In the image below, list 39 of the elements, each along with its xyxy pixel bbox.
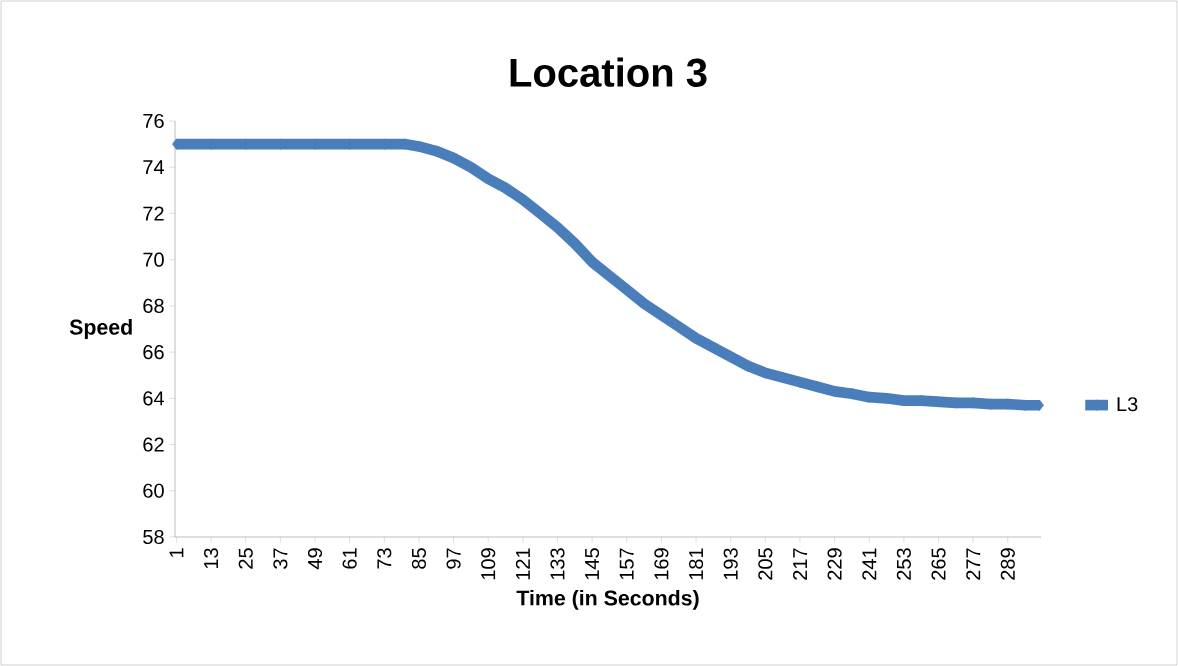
- x-tick-label: 25: [238, 548, 253, 569]
- y-axis-title: Speed: [69, 319, 132, 339]
- x-tick-label: 73: [377, 548, 392, 569]
- y-tick-label: 76: [143, 113, 164, 129]
- y-tick-label: 74: [143, 160, 165, 175]
- y-tick-label: 66: [143, 345, 164, 360]
- y-tick-label: 68: [143, 298, 164, 313]
- x-tick-label: 253: [896, 548, 911, 580]
- x-tick-label: 181: [688, 548, 704, 580]
- x-tick-label: 49: [307, 548, 323, 570]
- x-tick-label: 61: [342, 548, 357, 569]
- x-tick-label: 85: [411, 548, 426, 569]
- y-tick-label: 62: [143, 437, 164, 452]
- x-tick-label: 109: [481, 548, 496, 580]
- x-tick-label: 193: [723, 548, 738, 580]
- x-tick-label: 229: [827, 548, 842, 580]
- y-tick-label: 64: [143, 391, 165, 406]
- x-tick-label: 277: [966, 548, 981, 580]
- x-axis-title: Time (in Seconds): [516, 589, 699, 610]
- chart-title: Location 3: [510, 57, 707, 87]
- x-tick-label: 1: [169, 548, 184, 557]
- y-tick-label: 70: [143, 252, 164, 267]
- x-tick-label: 13: [204, 548, 219, 569]
- x-tick-label: 217: [792, 548, 807, 580]
- x-tick-label: 157: [619, 548, 634, 580]
- x-tick-label: 241: [862, 548, 877, 580]
- x-tick-label: 169: [654, 548, 669, 580]
- x-tick-label: 121: [515, 548, 530, 580]
- x-tick-label: 265: [931, 548, 946, 580]
- x-tick-label: 145: [585, 548, 600, 580]
- y-tick-label: 72: [143, 206, 164, 221]
- x-tick-label: 133: [550, 548, 565, 580]
- x-tick-label: 97: [446, 548, 461, 569]
- y-tick-label: 58: [143, 529, 164, 545]
- legend-label: L3: [1117, 397, 1138, 412]
- x-tick-label: 289: [1000, 548, 1015, 580]
- y-tick-label: 60: [143, 483, 164, 498]
- x-tick-label: 205: [758, 548, 773, 580]
- x-tick-label: 37: [273, 548, 288, 569]
